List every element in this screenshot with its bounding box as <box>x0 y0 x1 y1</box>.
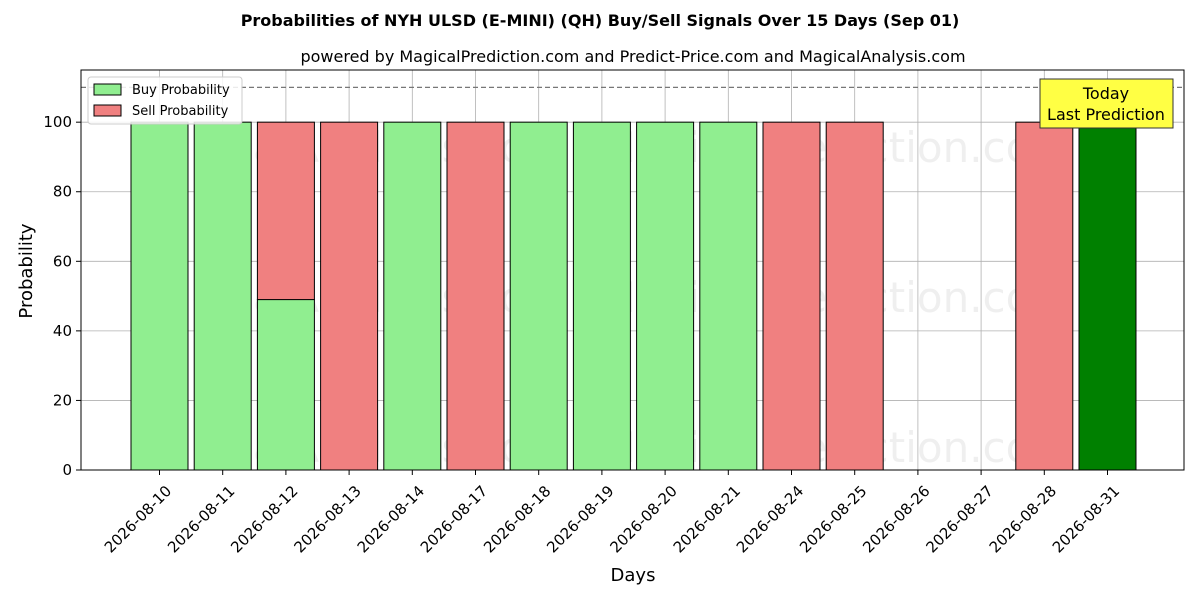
x-tick-label: 2026-08-19 <box>543 482 617 556</box>
legend-label: Sell Probability <box>132 104 229 119</box>
x-tick-label: 2026-08-21 <box>670 482 744 556</box>
x-tick-label: 2026-08-14 <box>354 482 428 556</box>
legend: Buy Probability Sell Probability <box>87 76 243 125</box>
x-tick-label: 2026-08-20 <box>606 482 680 556</box>
sell-bar <box>1015 121 1074 471</box>
legend-swatch <box>93 83 122 96</box>
sell-bar <box>825 121 884 471</box>
buy-bar <box>572 121 631 471</box>
bars <box>130 121 1137 471</box>
buy-bar <box>383 121 442 471</box>
chart-title: Probabilities of NYH ULSD (E-MINI) (QH) … <box>241 11 960 30</box>
buy-bar <box>130 121 189 471</box>
x-tick-label: 2026-08-27 <box>922 482 996 556</box>
sell-bar <box>762 121 821 471</box>
legend-box <box>87 76 243 125</box>
x-tick-label: 2026-08-11 <box>164 482 238 556</box>
y-tick-label: 0 <box>62 461 72 479</box>
x-tick-label: 2026-08-26 <box>859 482 933 556</box>
x-tick-label: 2026-08-17 <box>417 482 491 556</box>
x-tick-label: 2026-08-24 <box>733 482 807 556</box>
x-tick-label: 2026-08-25 <box>796 482 870 556</box>
y-axis-label: Probability <box>16 223 37 318</box>
x-tick-label: 2026-08-12 <box>227 482 301 556</box>
buy-bar <box>193 121 252 471</box>
annotation-box <box>1039 78 1174 129</box>
annotation-text: Today <box>1082 84 1129 103</box>
annotation-text: Last Prediction <box>1047 105 1165 124</box>
x-axis-label: Days <box>611 565 656 586</box>
plot-frame <box>80 69 1185 471</box>
chart-subtitle: powered by MagicalPrediction.com and Pre… <box>300 47 965 66</box>
x-tick-label: 2026-08-13 <box>290 482 364 556</box>
y-tick-label: 80 <box>53 183 72 201</box>
x-axis-ticks: 2026-08-102026-08-112026-08-122026-08-13… <box>101 470 1123 556</box>
legend-label: Buy Probability <box>132 83 230 98</box>
x-tick-label: 2026-08-10 <box>101 482 175 556</box>
buy-bar <box>256 299 315 471</box>
y-axis-ticks: 0 20 40 60 80 100 <box>43 113 81 479</box>
x-tick-label: 2026-08-28 <box>986 482 1060 556</box>
sell-bar <box>256 121 315 301</box>
x-tick-label: 2026-08-18 <box>480 482 554 556</box>
today-annotation: Today Last Prediction <box>1039 78 1174 129</box>
y-tick-label: 60 <box>53 252 72 270</box>
buy-bar <box>509 121 568 471</box>
sell-bar <box>446 121 505 471</box>
x-tick-label: 2026-08-31 <box>1049 482 1123 556</box>
buy-bar <box>636 121 695 471</box>
buy-bar <box>699 121 758 471</box>
y-tick-label: 20 <box>53 391 72 409</box>
y-tick-label: 40 <box>53 322 72 340</box>
sell-bar <box>320 121 379 471</box>
buy-bar <box>1078 121 1137 471</box>
legend-swatch <box>93 104 122 117</box>
y-tick-label: 100 <box>43 113 72 131</box>
